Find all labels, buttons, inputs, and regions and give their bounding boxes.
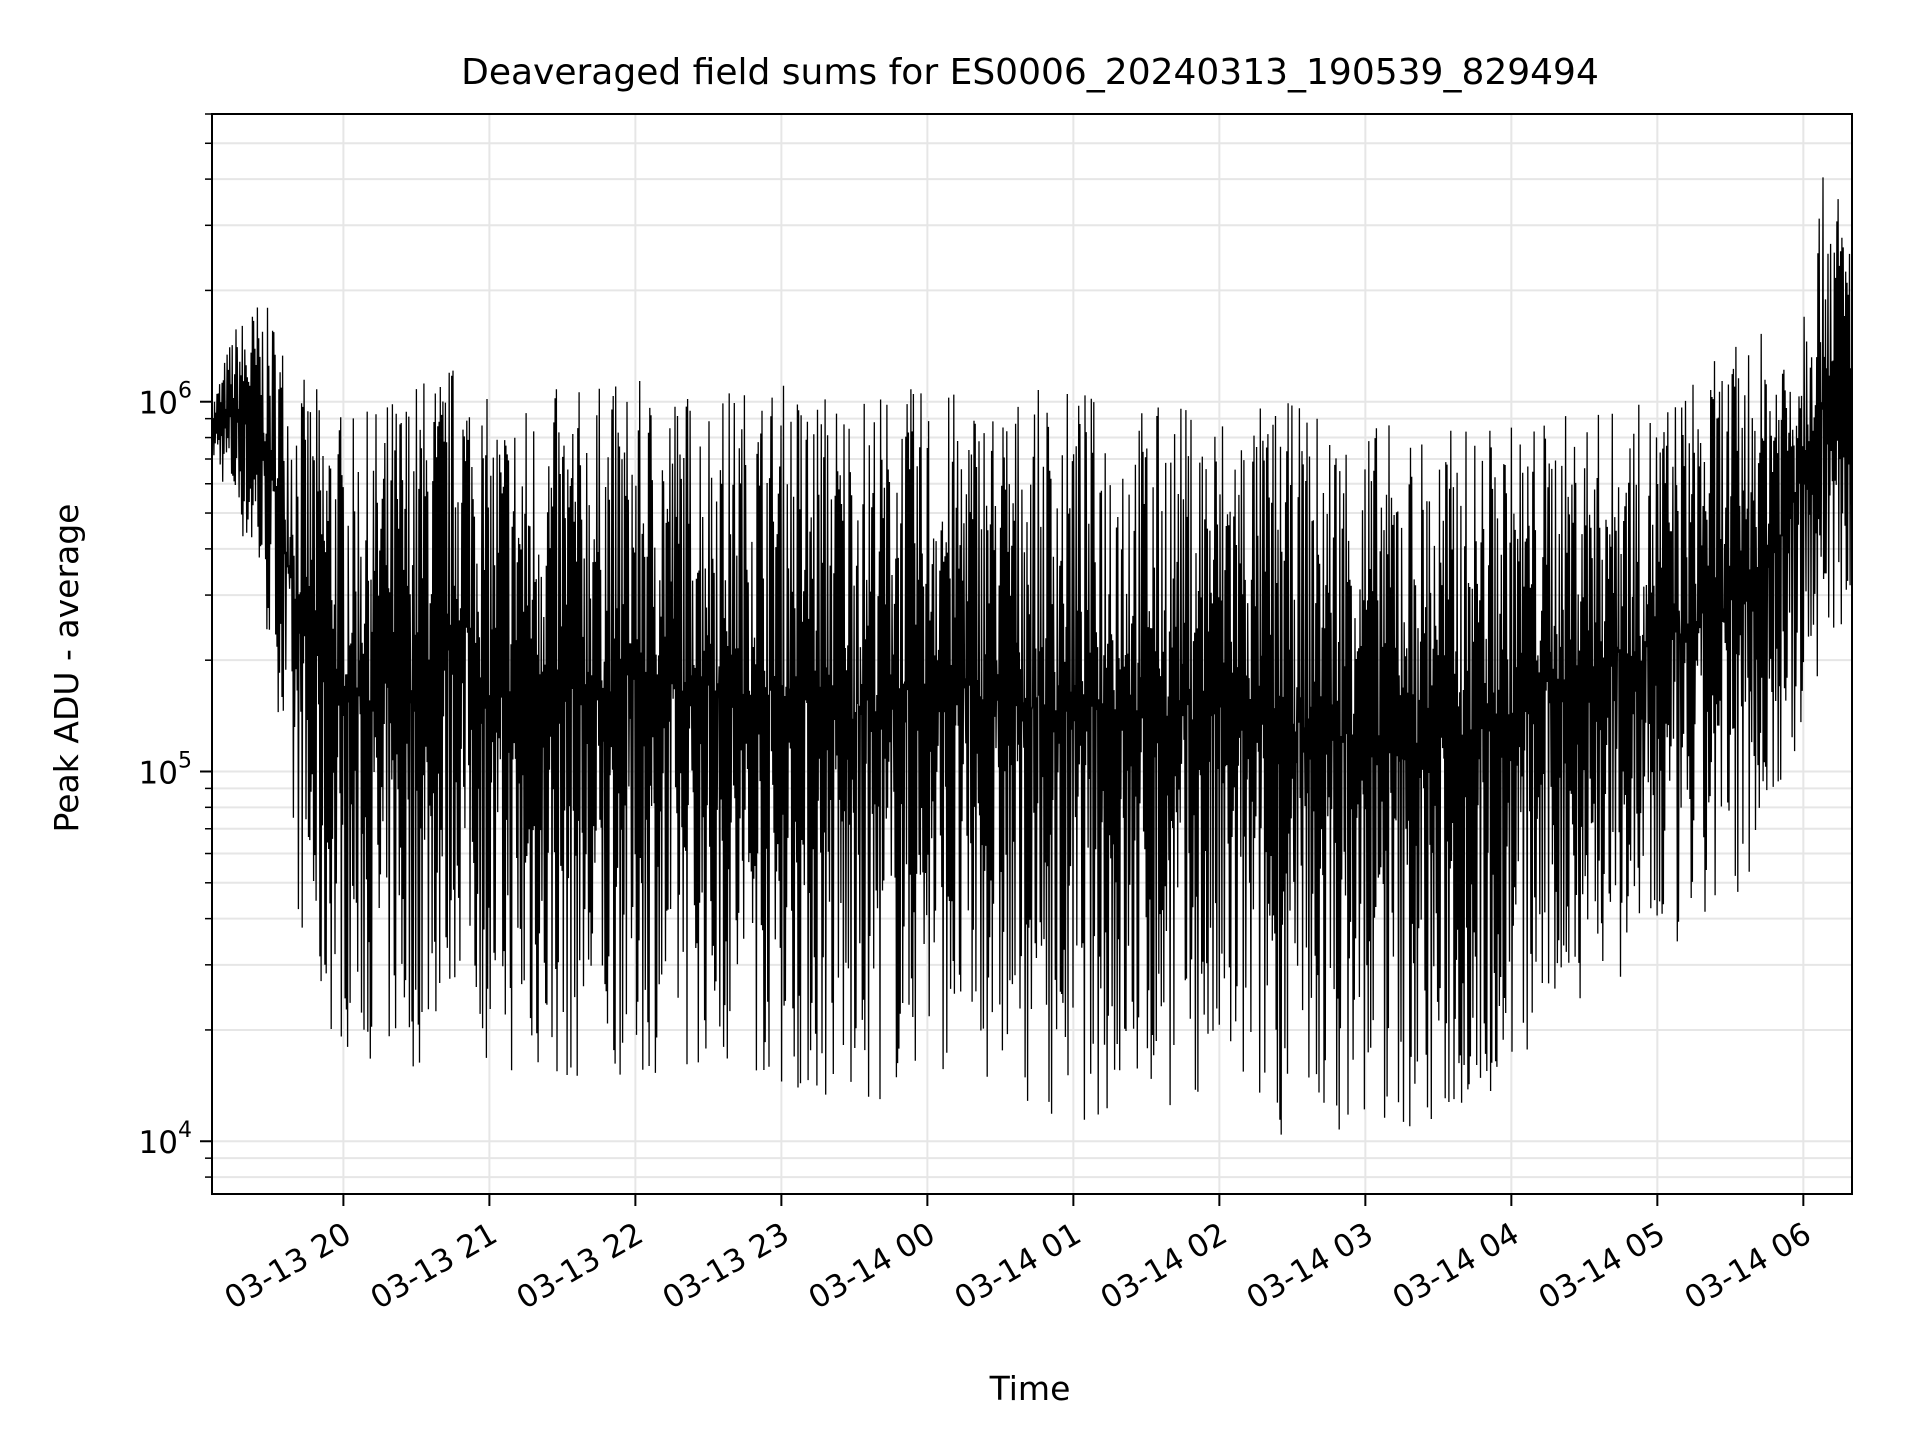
- y-axis-label: Peak ADU - average: [47, 504, 86, 833]
- y-tick-label: 106: [139, 379, 192, 422]
- chart-title: Deaveraged field sums for ES0006_2024031…: [461, 52, 1599, 93]
- data-series: [211, 177, 1853, 1135]
- y-axis: 104 105 106: [139, 113, 212, 1178]
- y-tick-label: 104: [139, 1118, 192, 1161]
- plot-area-frame: [211, 113, 1853, 1195]
- x-axis-label: Time: [989, 1369, 1071, 1408]
- y-tick-label: 105: [139, 748, 192, 791]
- series-line: [211, 177, 1853, 1135]
